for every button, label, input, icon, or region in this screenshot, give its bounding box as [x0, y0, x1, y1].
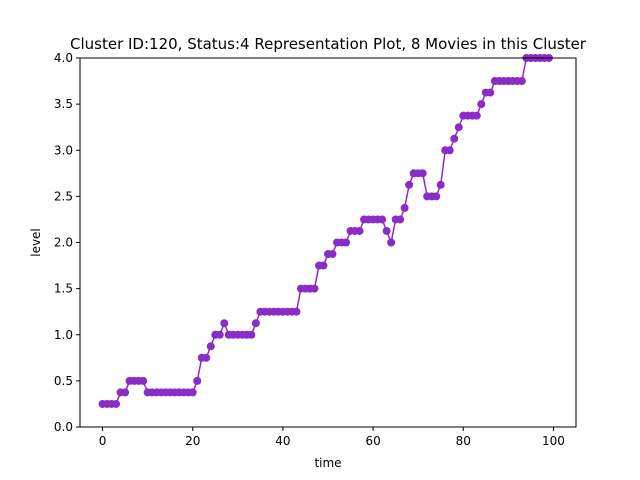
data-point: [310, 284, 319, 293]
data-point: [400, 203, 409, 212]
x-tick-label: 20: [185, 434, 200, 448]
data-point: [188, 388, 197, 397]
series-line: [102, 57, 549, 405]
data-point: [405, 180, 414, 189]
x-tick-label: 80: [456, 434, 471, 448]
data-point: [486, 88, 495, 97]
series-layer: [98, 54, 553, 408]
y-tick-label: 3.5: [54, 97, 73, 111]
data-point: [121, 388, 130, 397]
data-point: [193, 376, 202, 385]
y-tick-label: 0.5: [54, 374, 73, 388]
x-tick-label: 0: [99, 434, 107, 448]
data-point: [396, 215, 405, 224]
y-tick-label: 2.5: [54, 189, 73, 203]
data-point: [247, 330, 256, 339]
chart-title: Cluster ID:120, Status:4 Representation …: [70, 35, 587, 53]
data-point: [382, 226, 391, 235]
data-point: [328, 250, 337, 259]
y-tick-label: 2.0: [54, 236, 73, 250]
data-point: [355, 226, 364, 235]
data-point: [477, 100, 486, 109]
data-point: [454, 123, 463, 132]
data-point: [517, 77, 526, 86]
data-point: [378, 215, 387, 224]
data-point: [112, 399, 121, 408]
data-point: [319, 261, 328, 270]
y-tick-label: 1.0: [54, 328, 73, 342]
y-axis-label: level: [29, 228, 43, 257]
data-point: [418, 169, 427, 178]
data-point: [220, 319, 229, 328]
data-point: [215, 330, 224, 339]
data-point: [292, 307, 301, 316]
data-point: [432, 192, 441, 201]
y-tick-label: 4.0: [54, 51, 73, 65]
x-tick-label: 40: [275, 434, 290, 448]
data-point: [387, 238, 396, 247]
y-tick-label: 3.0: [54, 143, 73, 157]
ticks-layer: 0 20 40 60 80 100 0.0 0.5 1.0 1.5 2.0 2.5 3.0 3.5 4.0: [54, 51, 565, 448]
y-tick-label: 1.5: [54, 282, 73, 296]
data-point: [342, 238, 351, 247]
x-tick-label: 60: [365, 434, 380, 448]
data-point: [450, 134, 459, 143]
data-point: [206, 342, 215, 351]
data-point: [139, 376, 148, 385]
data-point: [202, 353, 211, 362]
plot-area-frame: [79, 57, 577, 428]
y-tick-label: 0.0: [54, 420, 73, 434]
data-point: [445, 146, 454, 155]
data-point: [251, 319, 260, 328]
data-point: [436, 180, 445, 189]
data-point: [472, 111, 481, 120]
x-axis-label: time: [314, 456, 341, 470]
x-tick-label: 100: [542, 434, 565, 448]
